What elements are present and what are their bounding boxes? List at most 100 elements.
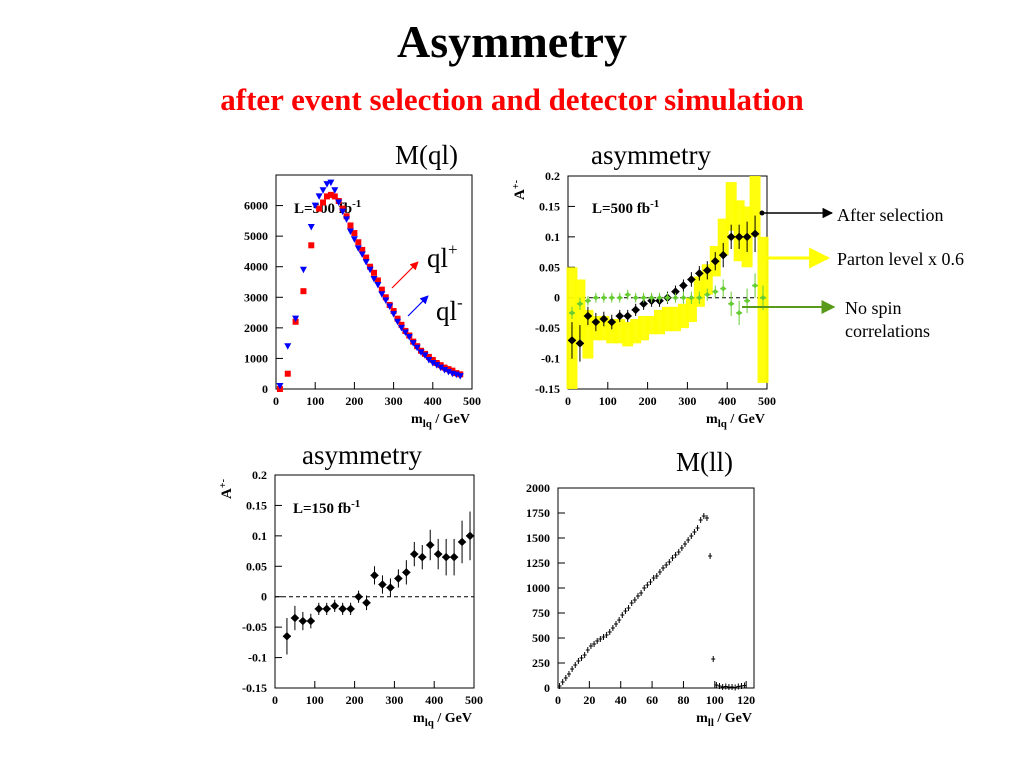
data-band — [574, 279, 586, 341]
x-tick-label: 0 — [272, 693, 278, 707]
data-point — [284, 370, 291, 377]
data-point — [402, 568, 411, 577]
data-point — [671, 287, 680, 296]
data-point — [339, 208, 347, 216]
data-point — [382, 294, 389, 301]
data-point — [311, 202, 319, 210]
y-tick-label: 0.1 — [252, 529, 267, 543]
data-point — [624, 291, 631, 298]
data-point — [585, 297, 591, 304]
no-spin-label: No spin correlations — [845, 298, 930, 341]
data-point — [282, 632, 292, 641]
data-point — [339, 205, 346, 212]
y-tick-label: 0.05 — [246, 559, 267, 573]
data-point — [362, 259, 370, 266]
data-point — [664, 294, 671, 301]
x-tick-label: 400 — [718, 394, 736, 408]
x-axis-label: mlq / GeV — [411, 412, 470, 430]
data-point — [397, 324, 405, 332]
data-point — [567, 336, 577, 345]
data-point — [672, 294, 679, 301]
series-ql- — [276, 179, 464, 390]
data-band — [606, 319, 618, 344]
data-point — [354, 245, 362, 252]
data-point — [394, 574, 403, 583]
x-tick-label: 100 — [306, 394, 324, 408]
x-axis-label: mll / GeV — [696, 711, 752, 729]
data-point — [284, 343, 292, 350]
panel-label-mql: M(ql) — [395, 140, 458, 170]
data-point — [429, 360, 437, 367]
x-tick-label: 200 — [346, 693, 364, 707]
ql-minus-label: ql- — [436, 293, 463, 326]
x-axis-label: mlq / GeV — [413, 711, 472, 729]
plot-frame — [557, 487, 755, 689]
x-tick-label: 0 — [555, 693, 561, 707]
x-tick-label: 20 — [583, 693, 595, 707]
data-point — [444, 368, 452, 376]
data-point — [390, 308, 397, 315]
data-point — [711, 256, 720, 266]
data-point — [362, 598, 371, 608]
x-tick-label: 40 — [615, 693, 627, 707]
x-tick-label: 100 — [706, 693, 724, 707]
data-point — [433, 362, 441, 369]
ql-plus-label: ql+ — [427, 240, 458, 273]
data-point — [315, 193, 323, 200]
y-tick-label: 1500 — [526, 531, 550, 545]
data-point — [441, 552, 451, 562]
data-point — [616, 294, 623, 301]
chart-mql: 0 100 200 300 400 500010002000300040005000600… — [244, 174, 481, 430]
ql-minus-arrow — [407, 295, 429, 317]
data-point — [346, 604, 355, 614]
data-band — [654, 309, 666, 335]
data-point — [752, 282, 758, 289]
y-tick-label: -0.1 — [248, 651, 267, 665]
y-tick-label: 250 — [532, 656, 550, 670]
data-point — [394, 315, 401, 322]
data-point — [437, 364, 445, 372]
data-point — [615, 311, 624, 321]
y-tick-label: 2000 — [244, 321, 268, 335]
data-point — [374, 277, 381, 284]
data-point — [593, 294, 599, 301]
data-point — [608, 294, 615, 301]
series-ql- — [276, 191, 464, 392]
data-band — [662, 306, 673, 332]
after-selection-dot — [759, 210, 765, 216]
data-point — [449, 367, 456, 374]
data-point — [343, 213, 350, 220]
data-point — [347, 222, 354, 229]
x-tick-label: 400 — [425, 693, 443, 707]
data-point — [441, 367, 449, 374]
y-tick-label: -0.1 — [541, 352, 560, 366]
data-point — [405, 334, 413, 341]
data-point — [307, 223, 315, 231]
chart-asymmetry-500: 0 100 200 300 400 500 -0.15 -0.1 -0.05 0 0.05 0.1 0.… — [511, 169, 776, 430]
x-tick-label: 400 — [424, 394, 442, 408]
x-tick-label: 80 — [677, 693, 689, 707]
y-tick-label: -0.15 — [242, 681, 267, 695]
y-tick-label: 1750 — [526, 506, 550, 520]
y-tick-label: 1250 — [526, 556, 550, 570]
luminosity-label: L=500 fb-1 — [592, 198, 659, 217]
data-band — [693, 276, 705, 307]
y-tick-label: 0.1 — [545, 230, 560, 244]
data-point — [359, 246, 366, 253]
data-band — [630, 319, 642, 344]
data-band — [646, 315, 658, 335]
chart-mll: 0 20 40 60 80 100 120 0 250 500 750 1000 1250 1500 175… — [526, 481, 755, 729]
y-tick-label: 6000 — [244, 199, 268, 213]
data-band — [685, 297, 697, 323]
y-tick-label: 1000 — [526, 581, 550, 595]
data-point — [680, 294, 687, 301]
data-point — [378, 286, 385, 293]
data-point — [354, 592, 363, 601]
data-band — [757, 236, 769, 383]
data-point — [290, 613, 300, 623]
data-point — [744, 297, 750, 304]
data-point — [736, 310, 742, 316]
y-tick-label: -0.05 — [535, 321, 560, 335]
data-point — [390, 311, 398, 318]
annotations: ql+ ql- After selection Parton level x 0.6 N… — [391, 205, 964, 341]
